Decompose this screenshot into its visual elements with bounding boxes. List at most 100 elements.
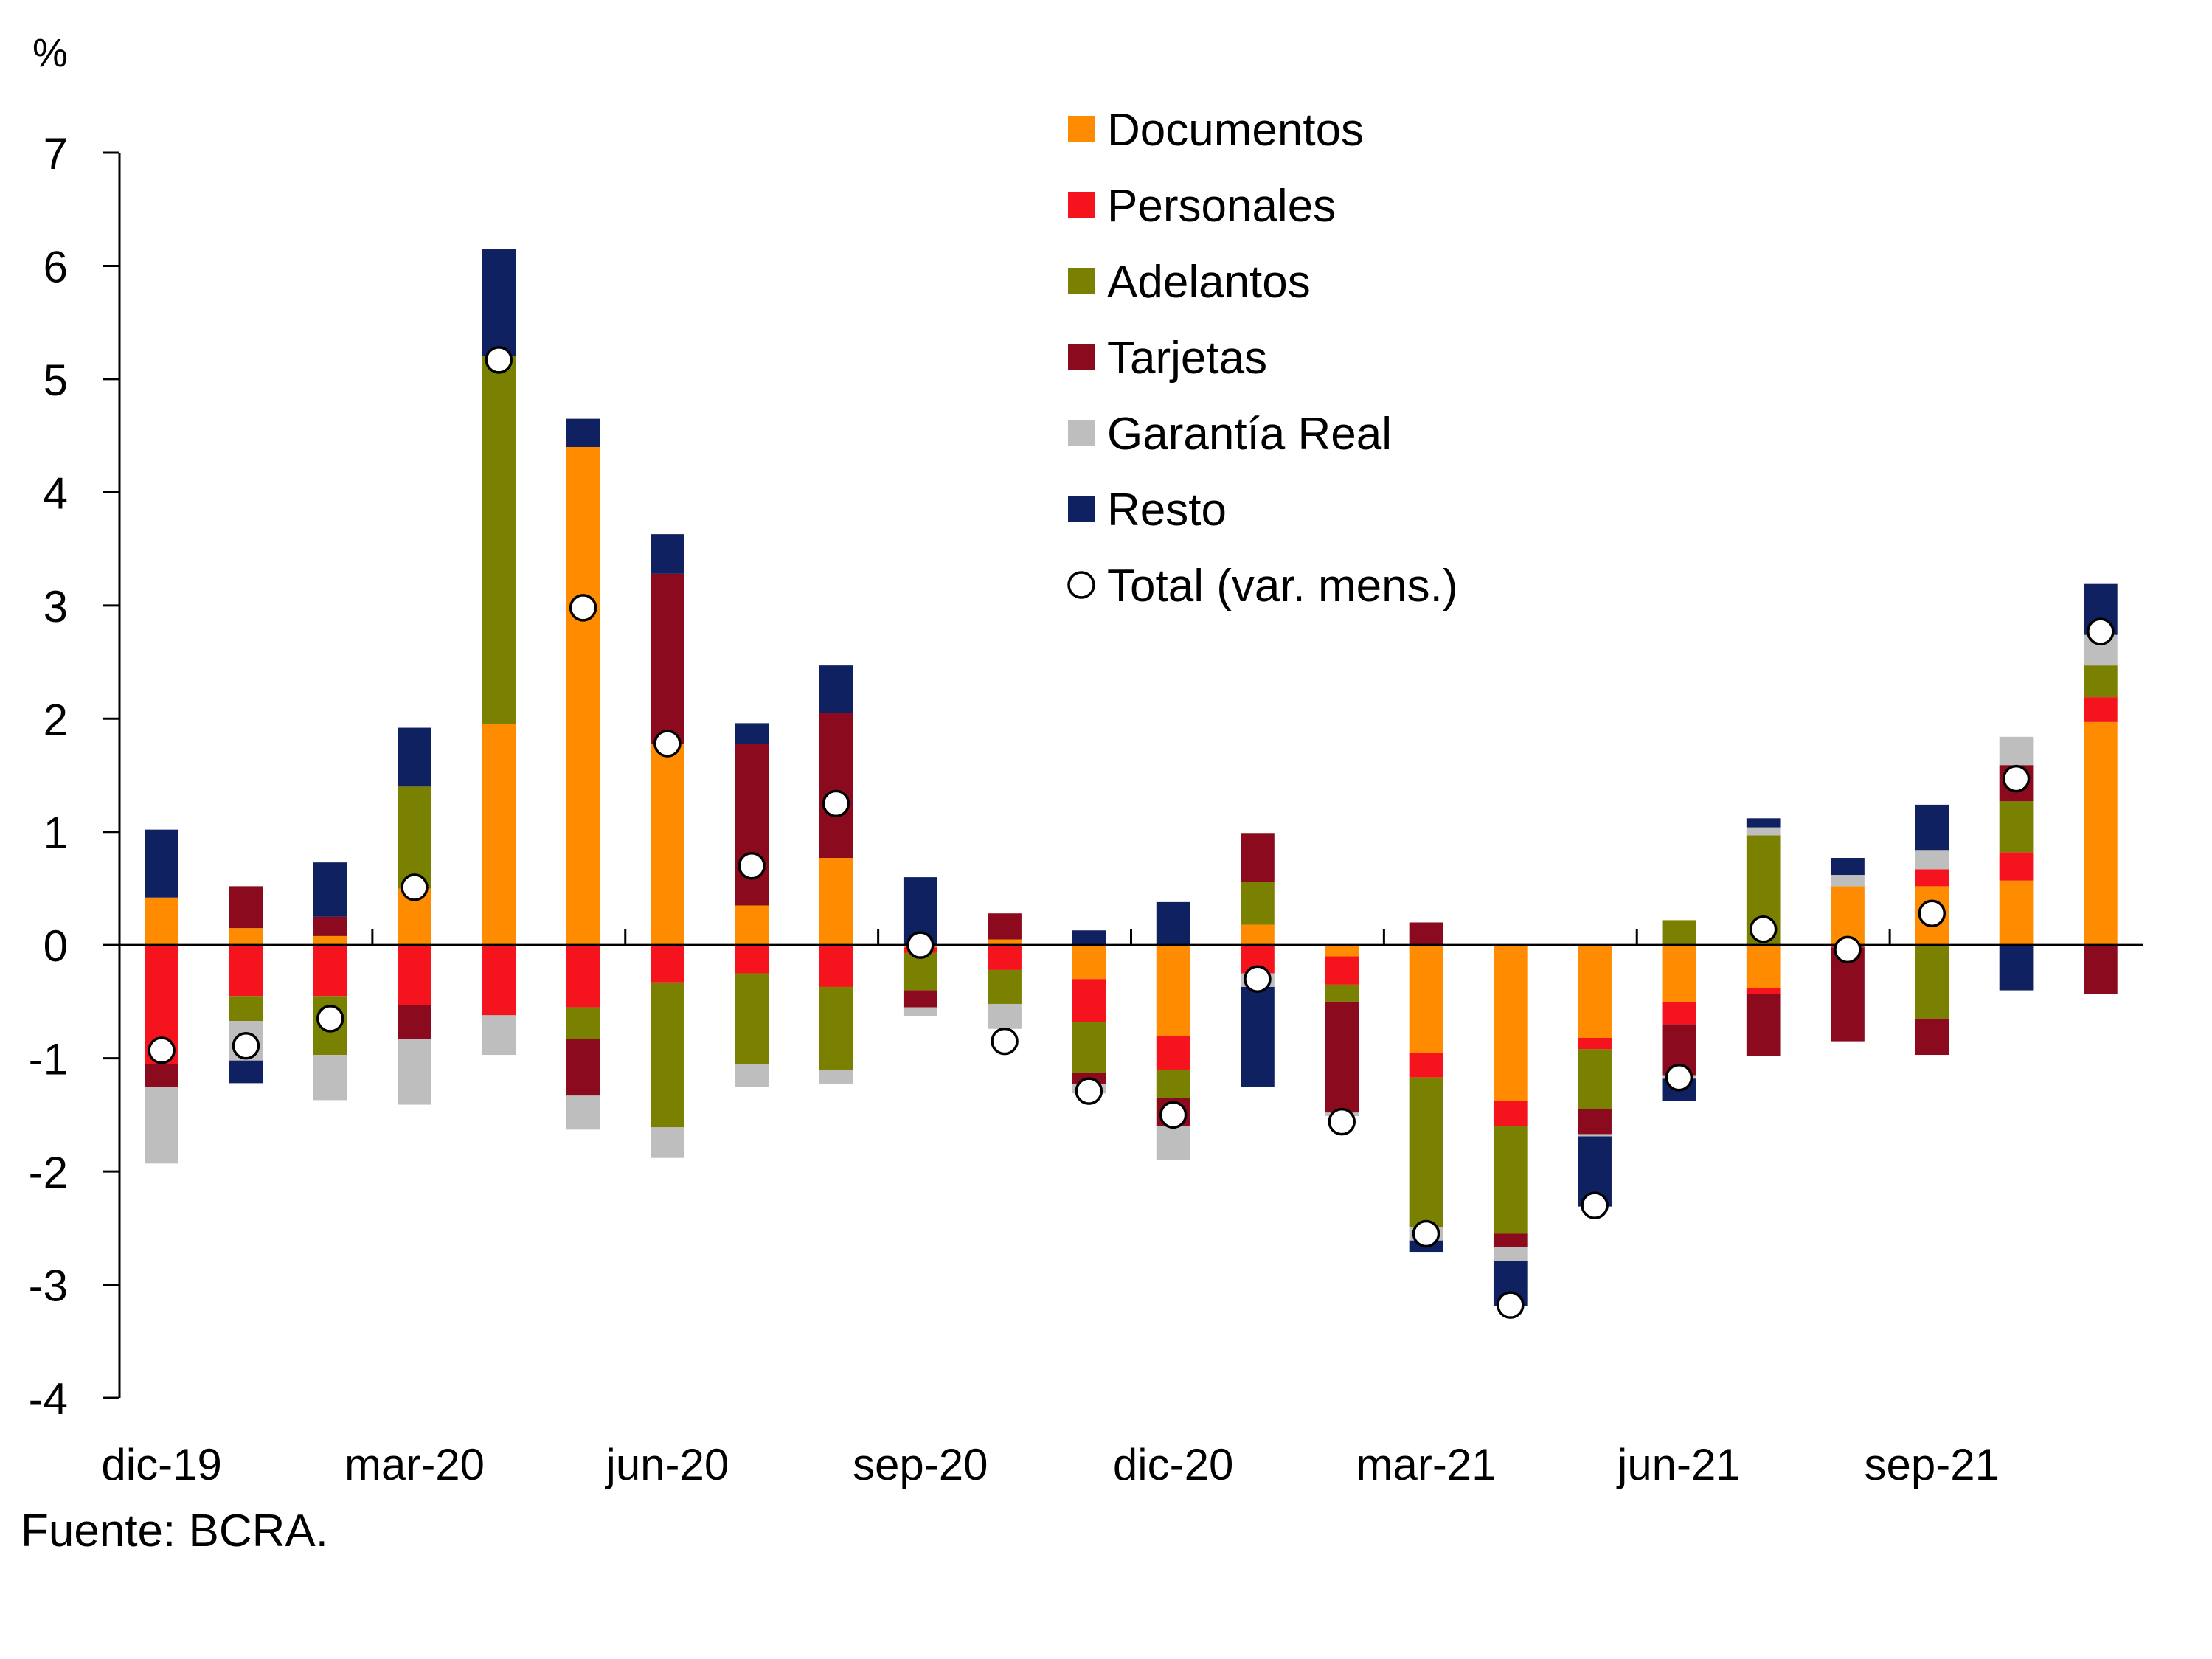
bar-segment-tarjetas-oct-20 bbox=[988, 913, 1022, 940]
legend-swatch bbox=[1068, 496, 1095, 522]
legend-label: Adelantos bbox=[1107, 257, 1311, 308]
bar-segment-personales-oct-21 bbox=[1999, 852, 2034, 881]
x-tick-label: dic-19 bbox=[101, 1440, 221, 1489]
bar-segment-resto-ene-21 bbox=[1241, 986, 1275, 1087]
bar-segment-adelantos-jun-21 bbox=[1662, 920, 1696, 946]
bar-segment-personales-may-21 bbox=[1578, 1038, 1612, 1050]
bar-segment-resto-jun-20 bbox=[651, 534, 684, 574]
bar-segment-adelantos-jun-20 bbox=[651, 982, 684, 1128]
bar-segment-adelantos-sep-21 bbox=[1915, 945, 1949, 1019]
bar-segment-documentos-feb-21 bbox=[1325, 945, 1359, 957]
total-marker-dic-20 bbox=[1159, 1101, 1188, 1129]
bar-segment-garantia-real-oct-21 bbox=[1999, 736, 2034, 766]
legend-swatch bbox=[1068, 192, 1095, 218]
legend-label: Personales bbox=[1107, 181, 1336, 232]
total-marker-may-21 bbox=[1581, 1191, 1609, 1219]
bar-segment-resto-nov-20 bbox=[1072, 930, 1106, 946]
legend-label: Total (var. mens.) bbox=[1107, 561, 1457, 612]
bar-segment-resto-oct-21 bbox=[1999, 945, 2034, 991]
bar-segment-personales-nov-21 bbox=[2083, 697, 2118, 722]
total-marker-ene-20 bbox=[232, 1032, 260, 1060]
bar-segment-tarjetas-may-21 bbox=[1578, 1109, 1612, 1135]
bar-segment-personales-jul-21 bbox=[1746, 988, 1781, 994]
bar-segment-documentos-oct-20 bbox=[988, 939, 1022, 946]
legend-label: Tarjetas bbox=[1107, 333, 1267, 384]
bar-segment-garantia-real-jun-20 bbox=[651, 1127, 684, 1158]
bar-segment-tarjetas-dic-19 bbox=[145, 1064, 179, 1087]
bar-segment-documentos-jun-21 bbox=[1662, 945, 1696, 1002]
bar-segment-resto-jul-21 bbox=[1746, 818, 1781, 828]
bar-segment-personales-may-20 bbox=[566, 945, 600, 1008]
bar-segment-personales-feb-20 bbox=[313, 945, 347, 997]
y-tick-label: 6 bbox=[44, 242, 68, 291]
bar-segment-garantia-real-dic-19 bbox=[145, 1087, 179, 1164]
x-tick-label: sep-20 bbox=[853, 1440, 988, 1489]
bar-segment-resto-may-20 bbox=[566, 418, 600, 447]
bar-segment-documentos-may-21 bbox=[1578, 945, 1612, 1039]
bar-segment-resto-ene-20 bbox=[229, 1060, 263, 1084]
total-marker-abr-21 bbox=[1497, 1291, 1525, 1319]
total-marker-ago-20 bbox=[822, 789, 850, 818]
bar-segment-garantia-real-mar-20 bbox=[398, 1039, 431, 1105]
bar-segment-documentos-nov-21 bbox=[2083, 721, 2118, 946]
x-tick-label: sep-21 bbox=[1865, 1440, 2000, 1489]
bar-segment-personales-mar-21 bbox=[1409, 1052, 1443, 1078]
bar-segment-documentos-nov-20 bbox=[1072, 945, 1106, 980]
bar-segment-documentos-abr-21 bbox=[1493, 945, 1528, 1101]
y-tick-label: 4 bbox=[44, 468, 68, 518]
bar-segment-documentos-dic-19 bbox=[145, 897, 179, 946]
total-marker-ene-21 bbox=[1244, 965, 1272, 993]
bar-segment-personales-ago-20 bbox=[819, 945, 853, 987]
bar-segment-tarjetas-feb-20 bbox=[313, 916, 347, 936]
bar-segment-tarjetas-jul-20 bbox=[735, 744, 769, 906]
bar-segment-documentos-dic-20 bbox=[1156, 945, 1190, 1036]
y-tick-label: 0 bbox=[44, 921, 68, 971]
y-axis-unit-label: % bbox=[32, 31, 68, 75]
bar-segment-tarjetas-jun-20 bbox=[651, 573, 684, 744]
bar-segment-adelantos-mar-21 bbox=[1409, 1077, 1443, 1227]
total-marker-mar-21 bbox=[1412, 1219, 1440, 1248]
bar-segment-garantia-real-may-21 bbox=[1578, 1134, 1612, 1137]
bar-segment-garantia-real-jul-20 bbox=[735, 1064, 769, 1087]
bar-segment-documentos-ene-21 bbox=[1241, 924, 1275, 946]
y-tick-label: -1 bbox=[29, 1035, 68, 1084]
bar-segment-resto-dic-20 bbox=[1156, 901, 1190, 946]
bar-segment-resto-dic-19 bbox=[145, 829, 179, 898]
bar-segment-resto-ago-21 bbox=[1831, 858, 1865, 876]
bar-segment-garantia-real-ago-20 bbox=[819, 1069, 853, 1084]
total-marker-oct-21 bbox=[2002, 764, 2031, 793]
total-marker-jun-20 bbox=[653, 730, 682, 758]
legend-label: Garantía Real bbox=[1107, 409, 1392, 460]
total-marker-ago-21 bbox=[1834, 935, 1862, 964]
bars-layer bbox=[145, 249, 2118, 1306]
bar-segment-personales-oct-20 bbox=[988, 945, 1022, 970]
bar-segment-garantia-real-jul-21 bbox=[1746, 827, 1781, 836]
bar-segment-documentos-jun-20 bbox=[651, 744, 684, 946]
bar-segment-personales-ene-20 bbox=[229, 945, 263, 997]
x-tick-label: jun-20 bbox=[604, 1440, 729, 1489]
bar-segment-tarjetas-mar-20 bbox=[398, 1005, 431, 1039]
y-tick-label: -4 bbox=[29, 1374, 68, 1424]
bar-segment-garantia-real-abr-21 bbox=[1493, 1247, 1528, 1261]
bar-segment-documentos-ago-21 bbox=[1831, 886, 1865, 946]
bar-segment-tarjetas-ene-21 bbox=[1241, 833, 1275, 882]
bar-segment-adelantos-mar-20 bbox=[398, 786, 431, 889]
total-marker-may-20 bbox=[569, 594, 597, 622]
bar-segment-garantia-real-sep-20 bbox=[903, 1007, 937, 1016]
bar-segment-documentos-oct-21 bbox=[1999, 880, 2034, 946]
legend-label: Documentos bbox=[1107, 105, 1364, 156]
bar-segment-resto-feb-20 bbox=[313, 862, 347, 917]
bar-segment-personales-abr-20 bbox=[482, 945, 516, 1016]
bar-segment-personales-abr-21 bbox=[1493, 1101, 1528, 1126]
bar-segment-garantia-real-abr-20 bbox=[482, 1015, 516, 1056]
y-tick-label: 3 bbox=[44, 582, 68, 631]
x-tick-label: jun-21 bbox=[1616, 1440, 1741, 1489]
bar-segment-documentos-ene-20 bbox=[229, 928, 263, 946]
axes-layer: 7 6 5 4 3 2 1 0 -1 -2 -3 -4 dic-19 mar-20 jun-20 sep-20… bbox=[29, 129, 2143, 1489]
bar-segment-adelantos-jul-20 bbox=[735, 973, 769, 1064]
bar-segment-adelantos-may-20 bbox=[566, 1007, 600, 1039]
bar-segment-personales-sep-21 bbox=[1915, 869, 1949, 887]
total-marker-feb-21 bbox=[1328, 1107, 1356, 1136]
y-tick-label: -3 bbox=[29, 1261, 68, 1311]
bar-segment-garantia-real-feb-20 bbox=[313, 1055, 347, 1101]
